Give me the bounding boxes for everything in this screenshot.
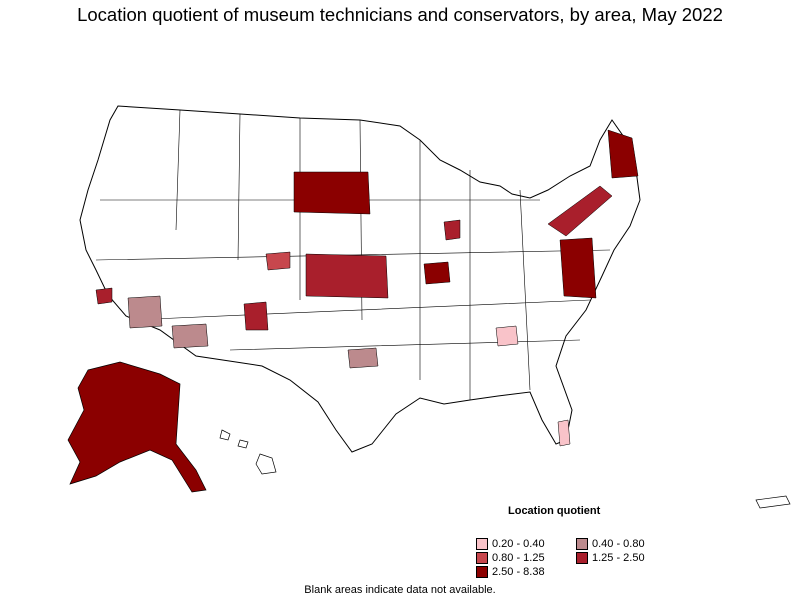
- footnote: Blank areas indicate data not available.: [304, 584, 496, 596]
- hawaii: [219, 429, 277, 475]
- legend-item-3: 1.25 - 2.50: [576, 552, 645, 564]
- legend-label-1: 0.40 - 0.80: [592, 538, 645, 550]
- legend-label-4: 2.50 - 8.38: [492, 566, 545, 578]
- legend-item-0: 0.20 - 0.40: [476, 538, 545, 550]
- legend-label-3: 1.25 - 2.50: [592, 552, 645, 564]
- legend-label-0: 0.20 - 0.40: [492, 538, 545, 550]
- alaska: [67, 361, 207, 493]
- alaska-region: [67, 361, 207, 493]
- legend-label-2: 0.80 - 1.25: [492, 552, 545, 564]
- legend-item-2: 0.80 - 1.25: [476, 552, 545, 564]
- map-title: Location quotient of museum technicians …: [77, 4, 723, 25]
- legend-swatch-2: [476, 552, 488, 564]
- legend-title: Location quotient: [508, 505, 601, 517]
- legend-item-1: 0.40 - 0.80: [576, 538, 645, 550]
- legend-item-4: 2.50 - 8.38: [476, 566, 545, 578]
- legend-swatch-0: [476, 538, 488, 550]
- legend-swatch-3: [576, 552, 588, 564]
- legend-swatch-4: [476, 566, 488, 578]
- puerto-rico: [755, 495, 791, 509]
- legend-swatch-1: [576, 538, 588, 550]
- highlighted-areas: [95, 129, 639, 447]
